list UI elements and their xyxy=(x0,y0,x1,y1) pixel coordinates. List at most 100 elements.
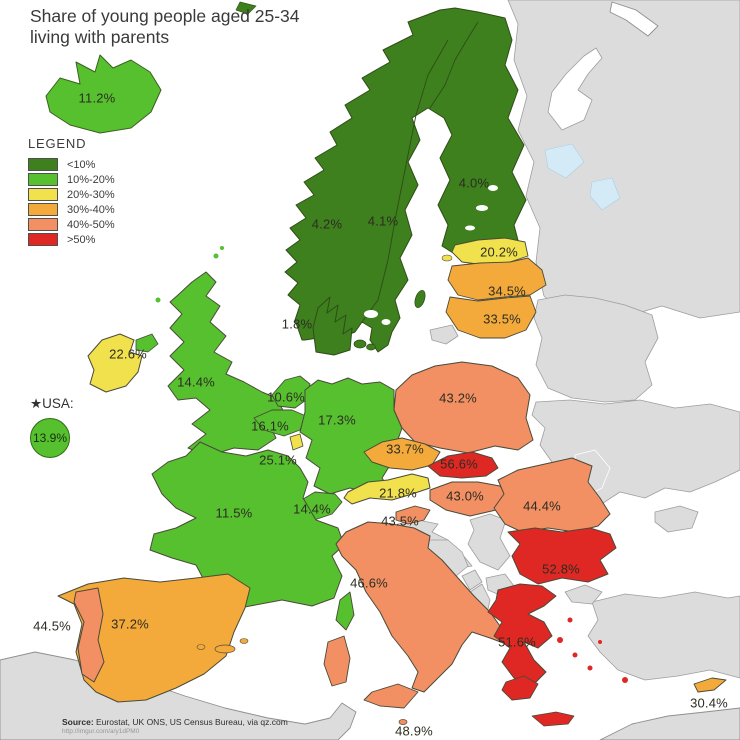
legend-row: 20%-30% xyxy=(28,187,115,202)
legend-label: 40%-50% xyxy=(67,218,115,231)
lake-onega xyxy=(589,177,621,211)
title-line-2: living with parents xyxy=(30,26,170,47)
legend-label: >50% xyxy=(67,233,96,246)
source-detail: Eurostat, UK ONS, US Census Bureau, via … xyxy=(93,717,288,727)
region-scandinavia xyxy=(284,7,527,353)
country-italy xyxy=(335,521,513,693)
country-spain xyxy=(57,573,251,703)
legend-swatch xyxy=(28,233,58,246)
country-greece xyxy=(487,583,557,687)
lake-vattern xyxy=(381,319,391,325)
source-url: http://imgur.com/a/y1dPM0 xyxy=(62,727,140,735)
legend-label: 20%-30% xyxy=(67,188,115,201)
island-sardinia xyxy=(323,635,351,687)
country-northern-ireland xyxy=(135,333,159,353)
legend-row: >50% xyxy=(28,232,115,247)
aegean-islet-1 xyxy=(557,637,563,643)
greece-peloponnese xyxy=(501,675,539,701)
country-austria xyxy=(343,473,431,505)
country-russia xyxy=(507,0,740,319)
white-sea xyxy=(547,47,603,131)
finnish-lake-1 xyxy=(476,205,488,211)
legend-items: <10% 10%-20% 20%-30% 30%-40% 40%-50% >50% xyxy=(28,157,115,247)
country-turkey xyxy=(587,591,740,681)
country-czech-republic xyxy=(363,437,441,471)
page-title: Share of young people aged 25-34 living … xyxy=(30,6,300,47)
country-slovakia xyxy=(427,451,499,479)
border-norway-sweden xyxy=(361,39,449,323)
island-mallorca xyxy=(214,644,236,654)
island-gotland xyxy=(414,289,426,309)
region-north-africa-east xyxy=(599,707,740,740)
island-rhodes xyxy=(622,677,628,683)
title-line-1: Share of young people aged 25-34 xyxy=(30,6,300,26)
source: Source: Eurostat, UK ONS, US Census Bure… xyxy=(62,717,288,735)
aegean-islet-2 xyxy=(572,652,578,658)
source-label: Source: xyxy=(62,717,94,727)
legend-row: 30%-40% xyxy=(28,202,115,217)
legend: LEGEND <10% 10%-20% 20%-30% 30%-40% 40%-50% >… xyxy=(28,136,115,247)
island-corsica xyxy=(335,591,355,631)
country-united-kingdom xyxy=(167,271,285,457)
island-sicily xyxy=(363,683,419,709)
denmark-island-2 xyxy=(366,343,376,351)
country-portugal xyxy=(73,587,105,683)
country-lithuania xyxy=(445,295,537,339)
border-sweden-finland xyxy=(429,21,479,109)
usa-circle: 13.9% xyxy=(30,418,70,458)
country-germany xyxy=(299,377,403,495)
shetland-islet-2 xyxy=(220,246,224,250)
country-cyprus xyxy=(693,677,727,693)
legend-row: 40%-50% xyxy=(28,217,115,232)
estonia-island xyxy=(441,254,453,262)
country-luxembourg xyxy=(289,433,304,451)
country-iceland xyxy=(45,54,162,134)
country-belarus xyxy=(533,294,659,403)
country-estonia xyxy=(451,237,529,266)
usa-caption: ★USA: xyxy=(30,396,74,411)
lake-vanern xyxy=(364,310,378,318)
country-crimea xyxy=(654,505,699,533)
legend-swatch xyxy=(28,173,58,186)
legend-swatch xyxy=(28,218,58,231)
country-romania xyxy=(493,457,611,533)
country-slovenia xyxy=(395,505,431,525)
island-ibiza xyxy=(196,644,206,650)
finnish-lake-2 xyxy=(488,185,498,191)
aegean-islet-4 xyxy=(567,617,573,623)
shetland-islet-1 xyxy=(213,253,219,259)
country-denmark xyxy=(312,296,353,356)
country-montenegro xyxy=(461,569,483,591)
country-serbia xyxy=(467,513,511,571)
denmark-island-1 xyxy=(353,339,367,349)
aegean-islet-3 xyxy=(587,665,593,671)
legend-title: LEGEND xyxy=(28,136,87,151)
legend-swatch xyxy=(28,203,58,216)
usa-value: 13.9% xyxy=(32,431,68,445)
hebrides-islet xyxy=(155,297,161,303)
lake-ladoga xyxy=(544,143,585,179)
novaya-zemlya xyxy=(609,1,659,37)
legend-row: 10%-20% xyxy=(28,172,115,187)
legend-swatch xyxy=(28,158,58,171)
legend-label: 10%-20% xyxy=(67,173,115,186)
country-france xyxy=(149,441,345,613)
legend-label: 30%-40% xyxy=(67,203,115,216)
country-poland xyxy=(393,361,534,454)
country-ireland xyxy=(87,333,143,393)
country-svalbard-islet xyxy=(235,1,257,15)
island-crete xyxy=(531,711,575,727)
country-turkey-thrace xyxy=(564,584,603,605)
island-menorca xyxy=(239,638,249,644)
country-bulgaria xyxy=(507,527,617,585)
finnish-lake-3 xyxy=(465,225,475,231)
country-latvia xyxy=(447,257,547,301)
country-kaliningrad xyxy=(429,324,459,345)
legend-label: <10% xyxy=(67,158,96,171)
legend-row: <10% xyxy=(28,157,115,172)
aegean-islet-5 xyxy=(598,640,602,644)
country-netherlands xyxy=(271,375,311,409)
island-malta xyxy=(398,719,408,725)
